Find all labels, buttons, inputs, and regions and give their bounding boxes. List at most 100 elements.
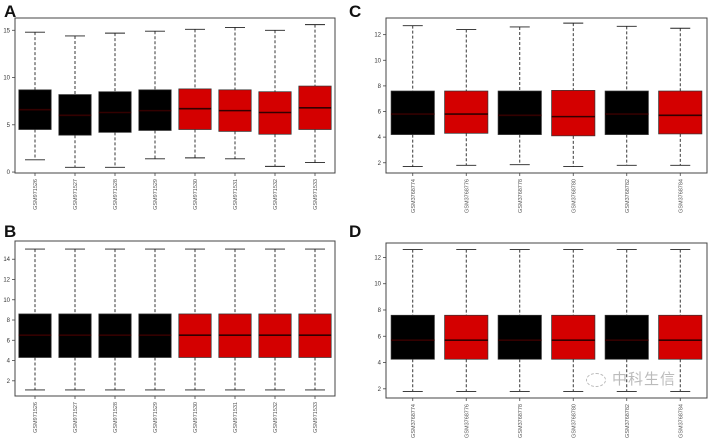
- y-tick-label: 10: [3, 76, 10, 82]
- y-tick-label: 2: [7, 379, 11, 385]
- x-tick-label: GSM971526: [33, 179, 39, 210]
- x-tick-label: GSM3768778: [518, 179, 524, 213]
- box-GSM3768784: GSM3768784: [658, 249, 703, 438]
- y-tick-label: 6: [378, 334, 382, 340]
- x-tick-label: GSM971526: [33, 402, 39, 433]
- x-tick-label: GSM971530: [193, 179, 199, 210]
- x-tick-label: GSM971529: [153, 179, 159, 210]
- box-GSM3768780: GSM3768780: [551, 249, 596, 438]
- x-tick-label: GSM3768780: [571, 179, 577, 213]
- plot-frame: [14, 240, 336, 397]
- x-tick-label: GSM3768774: [411, 179, 417, 213]
- y-tick-label: 6: [378, 110, 382, 116]
- iqr-box: [658, 90, 703, 135]
- y-tick-label: 10: [3, 298, 10, 304]
- panel-label-c: C: [349, 2, 362, 21]
- iqr-box: [551, 314, 596, 360]
- box-GSM971528: GSM971528: [98, 32, 132, 210]
- y-tick-label: 6: [7, 338, 11, 344]
- iqr-box: [497, 90, 542, 135]
- x-tick-label: GSM971533: [313, 402, 319, 433]
- x-tick-label: GSM3768776: [464, 404, 470, 438]
- iqr-box: [604, 314, 649, 360]
- x-tick-label: GSM971528: [113, 179, 119, 210]
- box-GSM971530: GSM971530: [178, 28, 212, 210]
- iqr-box: [390, 90, 435, 135]
- wechat-icon: [586, 373, 606, 388]
- box-GSM971528: GSM971528: [98, 248, 132, 433]
- iqr-box: [658, 314, 703, 360]
- y-tick-label: 10: [374, 58, 381, 64]
- x-tick-label: GSM3768774: [411, 404, 417, 438]
- x-tick-label: GSM971531: [233, 402, 239, 433]
- panel-c: 2 4 6 8 10 12 GSM3768774 GSM3768776 GSM3768778 GS…: [374, 17, 708, 213]
- x-tick-label: GSM3768778: [518, 404, 524, 438]
- panel-d: 2 4 6 8 10 12 GSM3768774 GSM3768776 GSM3768778 GS…: [374, 242, 708, 438]
- y-tick-label: 15: [3, 28, 10, 34]
- box-GSM3768776: GSM3768776: [444, 29, 489, 213]
- box-GSM971526: GSM971526: [18, 248, 52, 433]
- y-tick-label: 5: [7, 123, 11, 129]
- x-tick-label: GSM3768782: [625, 404, 631, 438]
- watermark-text: 中科生信: [612, 371, 677, 388]
- y-tick-label: 2: [378, 161, 382, 167]
- x-tick-label: GSM3768782: [625, 179, 631, 213]
- box-GSM3768784: GSM3768784: [658, 27, 703, 213]
- x-tick-label: GSM3768784: [678, 179, 684, 213]
- x-tick-label: GSM971530: [193, 402, 199, 433]
- x-tick-label: GSM3768776: [464, 179, 470, 213]
- watermark: 中科生信: [586, 368, 676, 389]
- panel-b: 2 4 6 8 10 12 14 GSM971526 GSM971527 GSM971528 GSM…: [3, 240, 336, 433]
- box-GSM3768774: GSM3768774: [390, 25, 435, 213]
- plot-frame: [385, 17, 708, 174]
- plot-frame: [14, 17, 336, 174]
- box-GSM3768778: GSM3768778: [497, 26, 542, 213]
- box-GSM971529: GSM971529: [138, 30, 172, 210]
- box-GSM3768778: GSM3768778: [497, 249, 542, 438]
- box-GSM971527: GSM971527: [58, 35, 92, 210]
- box-GSM3768782: GSM3768782: [604, 25, 649, 213]
- panel-label-b: B: [4, 222, 17, 241]
- y-tick-label: 10: [374, 282, 381, 288]
- x-tick-label: GSM971528: [113, 402, 119, 433]
- y-tick-label: 4: [378, 135, 382, 141]
- box-GSM971533: GSM971533: [298, 24, 332, 210]
- x-tick-label: GSM971529: [153, 402, 159, 433]
- iqr-box: [444, 314, 489, 360]
- box-GSM971531: GSM971531: [218, 248, 252, 433]
- box-GSM971527: GSM971527: [58, 248, 92, 433]
- box-GSM3768776: GSM3768776: [444, 249, 489, 438]
- plot-frame: [385, 242, 708, 399]
- box-GSM971533: GSM971533: [298, 248, 332, 433]
- x-tick-label: GSM971527: [73, 402, 79, 433]
- iqr-box: [551, 90, 596, 137]
- x-tick-label: GSM971533: [313, 179, 319, 210]
- y-tick-label: 4: [7, 359, 11, 365]
- x-tick-label: GSM3768780: [571, 404, 577, 438]
- iqr-box: [497, 314, 542, 360]
- box-GSM971532: GSM971532: [258, 248, 292, 433]
- x-tick-label: GSM971532: [273, 179, 279, 210]
- y-tick-label: 12: [374, 33, 381, 39]
- y-tick-label: 14: [3, 257, 10, 263]
- x-tick-label: GSM3768784: [678, 404, 684, 438]
- x-tick-label: GSM971531: [233, 179, 239, 210]
- y-tick-label: 8: [378, 308, 382, 314]
- x-tick-label: GSM971527: [73, 179, 79, 210]
- iqr-box: [604, 90, 649, 135]
- x-tick-label: GSM971532: [273, 402, 279, 433]
- y-tick-label: 0: [7, 170, 11, 176]
- box-GSM971531: GSM971531: [218, 27, 252, 210]
- box-GSM971530: GSM971530: [178, 248, 212, 433]
- box-GSM971526: GSM971526: [18, 31, 52, 210]
- y-tick-label: 8: [378, 84, 382, 90]
- box-GSM3768774: GSM3768774: [390, 249, 435, 438]
- box-GSM3768780: GSM3768780: [551, 22, 596, 213]
- y-tick-label: 4: [378, 361, 382, 367]
- panel-a: 0 5 10 15 GSM971526 GSM971527 GSM971528 GSM9715…: [3, 17, 336, 210]
- y-tick-label: 12: [3, 277, 10, 283]
- y-tick-label: 2: [378, 387, 382, 393]
- box-GSM971529: GSM971529: [138, 248, 172, 433]
- iqr-box: [390, 314, 435, 360]
